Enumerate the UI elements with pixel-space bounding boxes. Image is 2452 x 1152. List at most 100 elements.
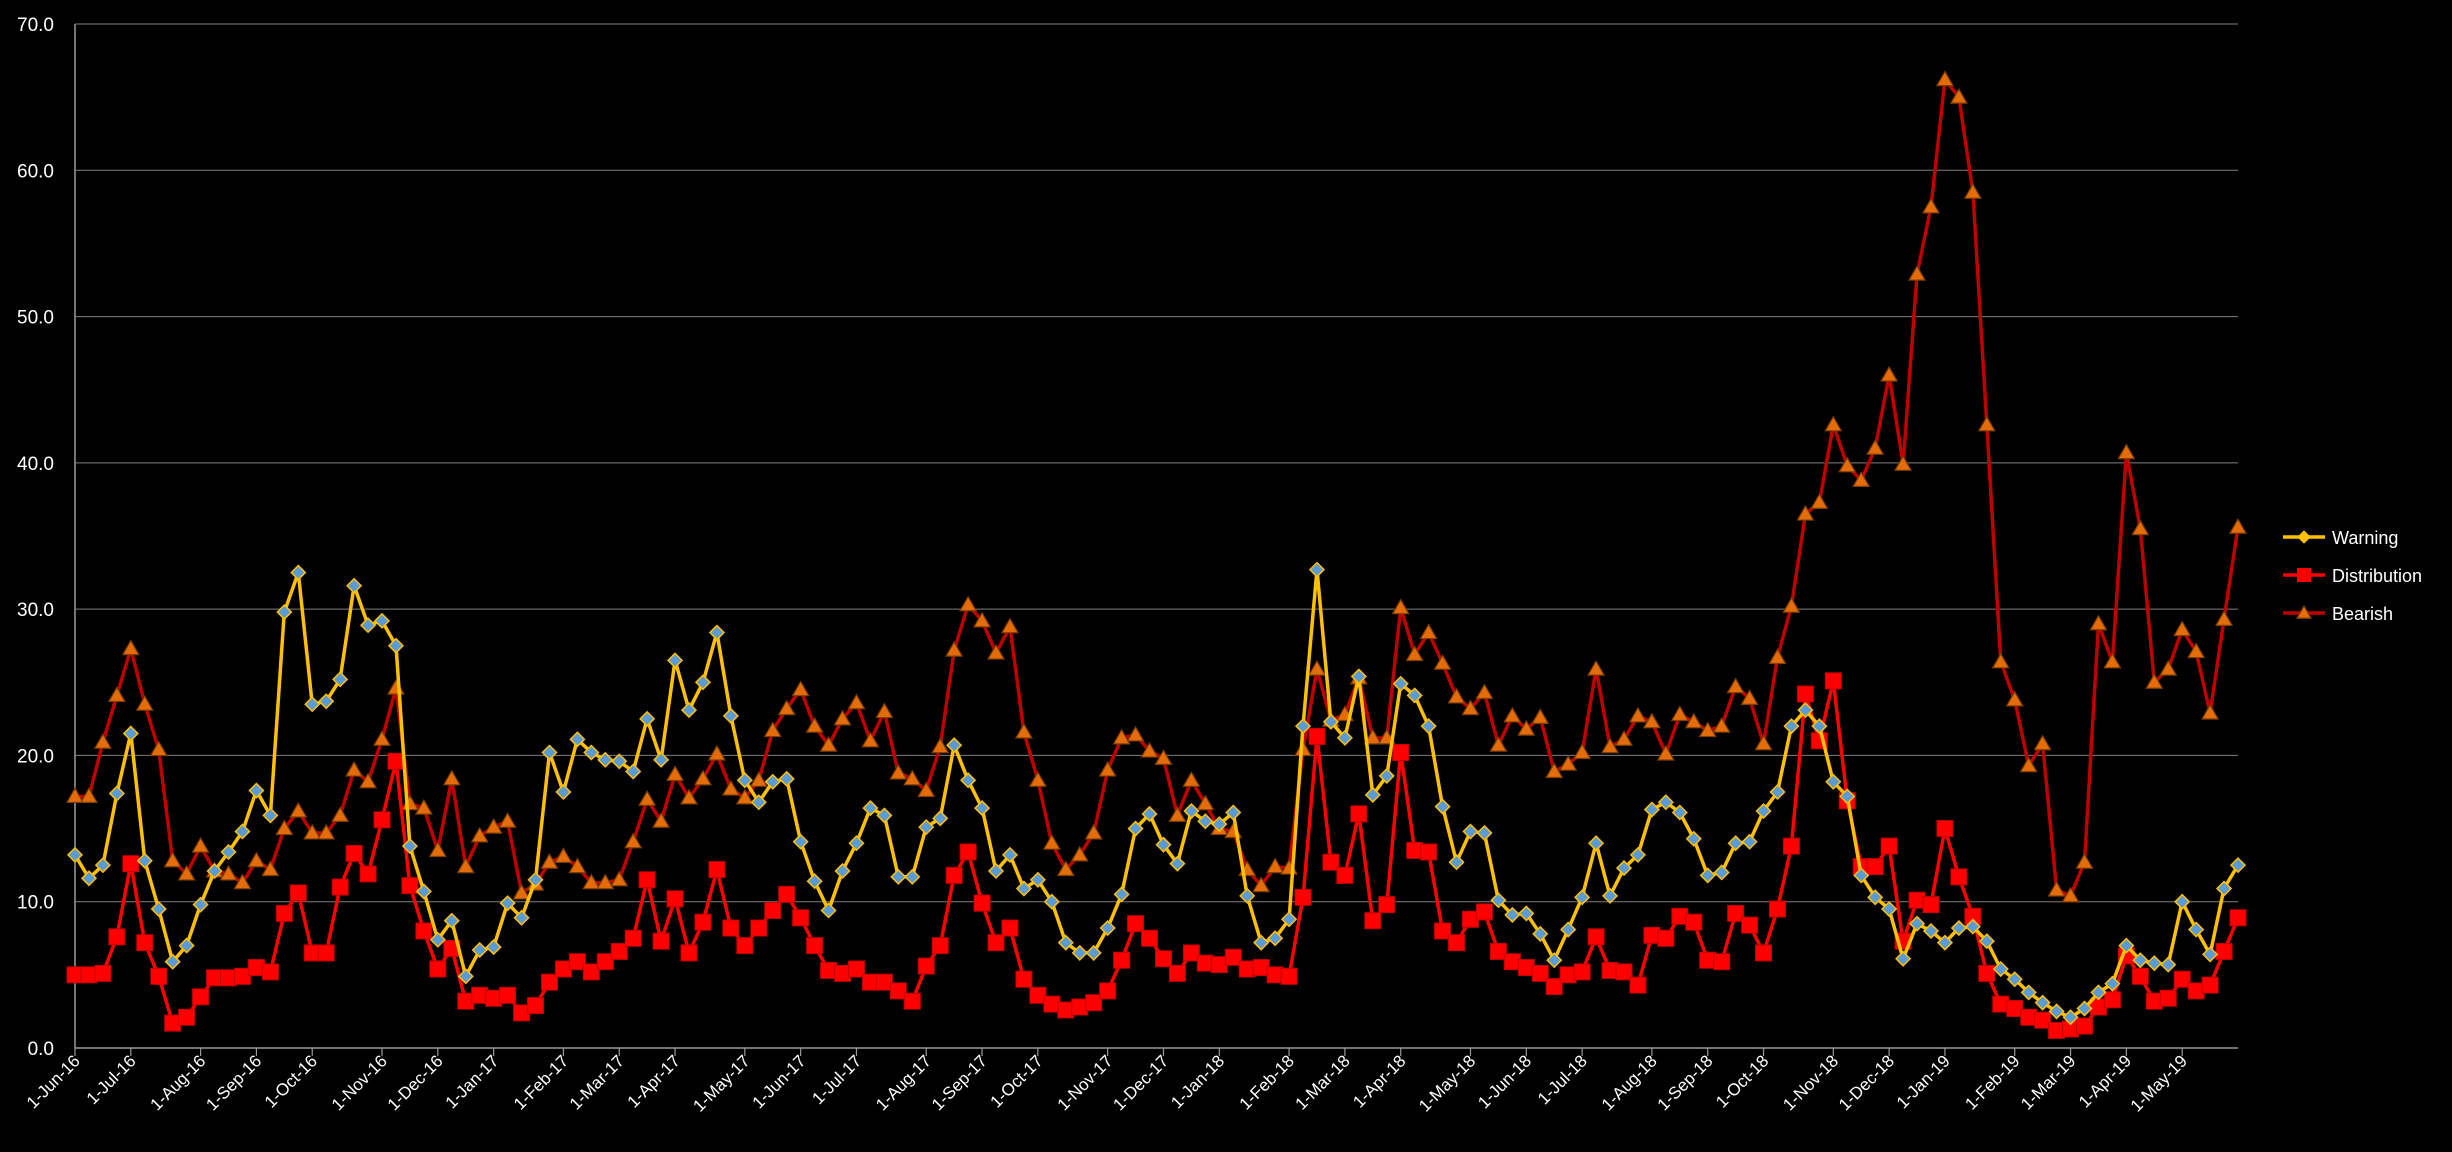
point-bearish bbox=[805, 716, 824, 733]
point-distribution bbox=[261, 963, 279, 981]
point-warning bbox=[1769, 783, 1786, 801]
point-warning bbox=[1392, 675, 1409, 692]
point-bearish bbox=[1112, 728, 1131, 745]
point-distribution bbox=[624, 929, 642, 947]
point-warning bbox=[2146, 955, 2163, 972]
point-warning bbox=[1211, 816, 1228, 833]
point-bearish bbox=[847, 693, 866, 710]
point-bearish bbox=[275, 819, 294, 836]
point-bearish bbox=[317, 823, 336, 840]
point-distribution bbox=[1168, 964, 1186, 982]
point-warning bbox=[974, 800, 991, 817]
point-distribution bbox=[568, 953, 586, 971]
point-bearish bbox=[2061, 886, 2080, 903]
point-distribution bbox=[1378, 896, 1396, 914]
point-warning bbox=[94, 857, 111, 874]
point-bearish bbox=[1684, 712, 1703, 729]
point-bearish bbox=[107, 686, 126, 703]
point-distribution bbox=[903, 992, 921, 1010]
point-warning bbox=[2006, 971, 2023, 988]
point-bearish bbox=[456, 857, 475, 874]
point-bearish bbox=[666, 765, 685, 782]
point-warning bbox=[736, 772, 753, 789]
point-warning bbox=[2118, 937, 2135, 954]
point-warning bbox=[1294, 718, 1312, 735]
y-tick-label: 20.0 bbox=[17, 746, 54, 767]
point-bearish bbox=[1977, 415, 1996, 432]
point-warning bbox=[1155, 836, 1172, 853]
point-distribution bbox=[429, 960, 447, 978]
point-bearish bbox=[1963, 183, 1982, 199]
point-warning bbox=[1699, 867, 1716, 884]
point-warning bbox=[1755, 802, 1772, 820]
legend-marker-warning bbox=[2297, 530, 2311, 544]
point-bearish bbox=[1656, 744, 1675, 761]
point-bearish bbox=[1014, 722, 1033, 739]
point-warning bbox=[1671, 804, 1688, 821]
point-bearish bbox=[1824, 415, 1843, 432]
point-distribution bbox=[1350, 805, 1368, 823]
point-warning bbox=[625, 763, 642, 780]
point-bearish bbox=[889, 763, 908, 780]
point-bearish bbox=[1866, 439, 1885, 455]
point-warning bbox=[1015, 880, 1032, 897]
point-warning bbox=[918, 819, 935, 836]
point-distribution bbox=[1280, 967, 1298, 985]
point-distribution bbox=[2131, 967, 2149, 985]
point-warning bbox=[2229, 857, 2247, 874]
point-bearish bbox=[428, 841, 447, 858]
point-distribution bbox=[1392, 744, 1410, 762]
point-warning bbox=[890, 868, 907, 885]
point-warning bbox=[401, 838, 418, 855]
point-bearish bbox=[693, 769, 713, 786]
point-warning bbox=[1378, 767, 1395, 784]
point-warning bbox=[1113, 886, 1130, 903]
point-distribution bbox=[806, 937, 824, 955]
point-distribution bbox=[1950, 868, 1968, 886]
point-warning bbox=[108, 785, 125, 802]
point-bearish bbox=[1489, 735, 1508, 752]
point-warning bbox=[1657, 794, 1674, 811]
point-warning bbox=[471, 941, 488, 959]
point-warning bbox=[1601, 887, 1619, 904]
legend-item-bearish: Bearish bbox=[2283, 604, 2393, 624]
point-bearish bbox=[1391, 598, 1410, 615]
point-warning bbox=[1225, 804, 1242, 821]
point-warning bbox=[862, 800, 879, 817]
point-warning bbox=[1783, 718, 1800, 735]
point-distribution bbox=[931, 937, 949, 955]
point-bearish bbox=[1363, 728, 1382, 745]
point-warning bbox=[304, 696, 321, 713]
point-bearish bbox=[819, 735, 838, 752]
point-distribution bbox=[387, 752, 405, 770]
point-warning bbox=[708, 624, 725, 641]
point-warning bbox=[2160, 956, 2177, 973]
point-warning bbox=[1532, 925, 1549, 942]
point-warning bbox=[2132, 952, 2149, 969]
point-bearish bbox=[2201, 703, 2220, 720]
point-warning bbox=[80, 870, 98, 887]
point-bearish bbox=[1642, 712, 1661, 729]
point-warning bbox=[2034, 994, 2051, 1011]
point-bearish bbox=[1084, 823, 1103, 840]
point-bearish bbox=[554, 847, 573, 863]
point-bearish bbox=[2131, 519, 2150, 536]
point-distribution bbox=[1531, 964, 1549, 982]
point-warning bbox=[513, 909, 530, 926]
legend-marker-distribution bbox=[2297, 568, 2311, 582]
point-bearish bbox=[1419, 623, 1438, 640]
point-bearish bbox=[512, 883, 531, 900]
point-bearish bbox=[1949, 87, 1968, 104]
point-distribution bbox=[233, 967, 251, 985]
point-distribution bbox=[1796, 685, 1814, 703]
point-distribution bbox=[1420, 843, 1438, 861]
point-bearish bbox=[2215, 610, 2234, 626]
point-bearish bbox=[2117, 443, 2136, 460]
y-tick-label: 70.0 bbox=[17, 15, 54, 36]
point-distribution bbox=[1880, 837, 1898, 855]
point-warning bbox=[1741, 833, 1758, 850]
point-warning bbox=[373, 612, 391, 629]
point-distribution bbox=[1015, 970, 1033, 988]
point-bearish bbox=[1894, 455, 1913, 471]
point-warning bbox=[429, 931, 446, 948]
